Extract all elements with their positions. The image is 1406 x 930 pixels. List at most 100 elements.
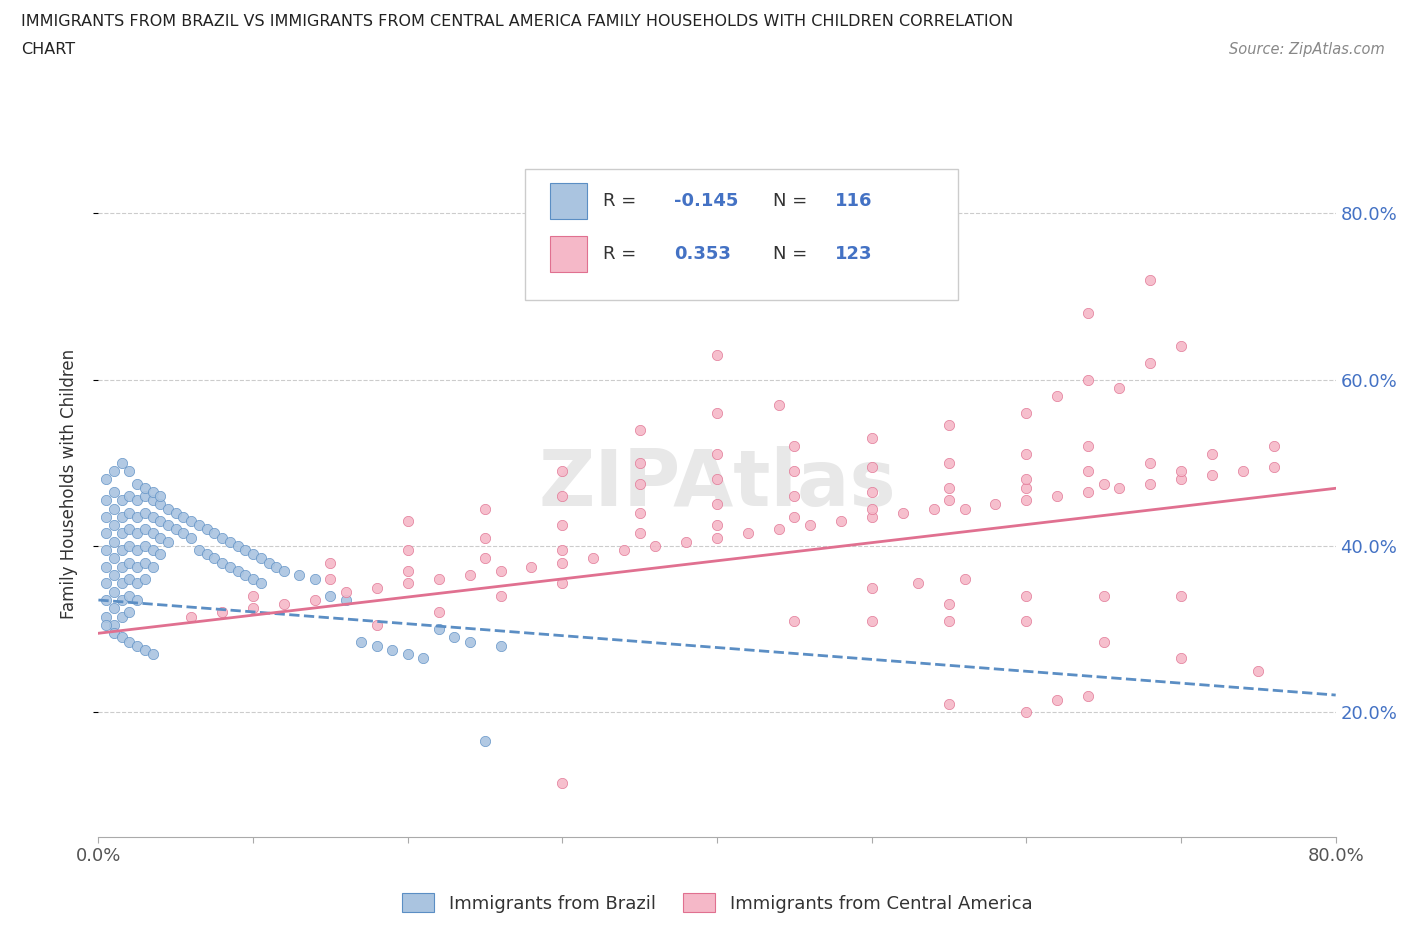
Point [551, 464, 574, 479]
Point [134, 480, 156, 495]
Point [335, 592, 357, 607]
Point [366, 580, 388, 595]
Point [127, 493, 149, 508]
Point [118, 555, 141, 570]
Text: CHART: CHART [21, 42, 75, 57]
Point [396, 513, 419, 528]
Point [127, 526, 149, 541]
Point [96, 526, 118, 541]
Point [288, 567, 311, 582]
Point [1015, 493, 1038, 508]
Point [628, 456, 651, 471]
Point [922, 501, 945, 516]
Point [938, 456, 960, 471]
Point [1015, 405, 1038, 420]
Point [118, 572, 141, 587]
Point [396, 543, 419, 558]
Point [96, 618, 118, 632]
Point [396, 646, 419, 661]
Point [195, 547, 218, 562]
Point [142, 510, 165, 525]
Point [188, 543, 211, 558]
Point [458, 567, 481, 582]
Point [127, 592, 149, 607]
Point [799, 518, 821, 533]
Point [1263, 459, 1285, 474]
Text: 0.353: 0.353 [673, 245, 731, 263]
Text: R =: R = [603, 192, 637, 210]
Point [118, 505, 141, 520]
Point [551, 576, 574, 591]
Point [783, 614, 806, 629]
Point [118, 589, 141, 604]
Point [675, 535, 697, 550]
Point [1092, 634, 1115, 649]
Point [628, 476, 651, 491]
Point [551, 543, 574, 558]
Point [118, 634, 141, 649]
Point [396, 576, 419, 591]
Point [127, 576, 149, 591]
Point [103, 584, 125, 599]
Point [1077, 372, 1099, 387]
Point [551, 776, 574, 790]
Point [134, 643, 156, 658]
Point [474, 551, 496, 565]
Point [118, 522, 141, 537]
Point [134, 555, 156, 570]
Point [1247, 663, 1270, 678]
Point [1046, 692, 1069, 707]
Point [127, 559, 149, 574]
Point [111, 609, 134, 624]
Point [242, 589, 264, 604]
Text: 123: 123 [835, 245, 872, 263]
Point [149, 497, 172, 512]
Point [157, 501, 180, 516]
Point [706, 347, 728, 362]
Point [551, 488, 574, 503]
Point [830, 513, 852, 528]
Point [142, 493, 165, 508]
Point [412, 651, 434, 666]
Point [1139, 355, 1161, 370]
Point [1108, 480, 1130, 495]
Point [226, 538, 249, 553]
Point [551, 518, 574, 533]
Point [1108, 380, 1130, 395]
Y-axis label: Family Households with Children: Family Households with Children [59, 349, 77, 618]
Point [489, 564, 512, 578]
Point [304, 572, 326, 587]
Point [250, 551, 273, 565]
Point [273, 564, 295, 578]
Point [149, 530, 172, 545]
Point [1092, 476, 1115, 491]
Point [1015, 705, 1038, 720]
Point [103, 501, 125, 516]
Point [737, 526, 759, 541]
Text: IMMIGRANTS FROM BRAZIL VS IMMIGRANTS FROM CENTRAL AMERICA FAMILY HOUSEHOLDS WITH: IMMIGRANTS FROM BRAZIL VS IMMIGRANTS FRO… [21, 14, 1014, 29]
Point [474, 734, 496, 749]
Point [118, 538, 141, 553]
Point [111, 576, 134, 591]
Point [783, 510, 806, 525]
Point [628, 422, 651, 437]
Point [103, 485, 125, 499]
Point [1232, 464, 1254, 479]
Point [768, 397, 790, 412]
Point [1046, 389, 1069, 404]
Point [103, 551, 125, 565]
Point [706, 530, 728, 545]
Point [427, 572, 450, 587]
Point [938, 493, 960, 508]
Point [111, 510, 134, 525]
Point [860, 580, 883, 595]
Text: R =: R = [603, 245, 637, 263]
Point [938, 597, 960, 612]
Point [165, 522, 187, 537]
Point [938, 480, 960, 495]
Point [1046, 488, 1069, 503]
Point [149, 513, 172, 528]
Point [860, 459, 883, 474]
Point [1015, 589, 1038, 604]
Point [149, 488, 172, 503]
